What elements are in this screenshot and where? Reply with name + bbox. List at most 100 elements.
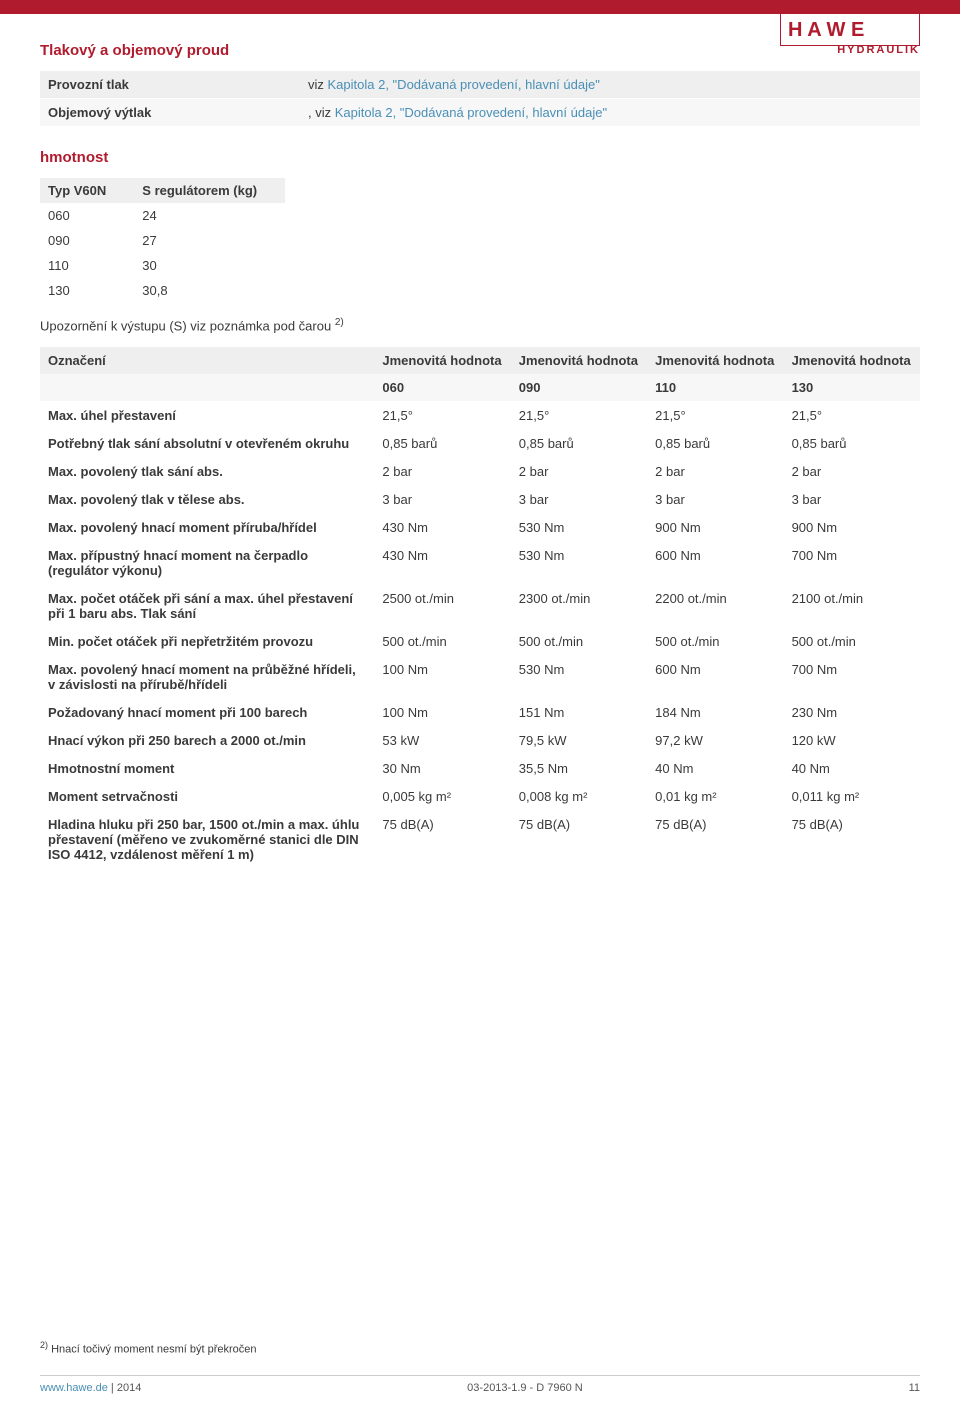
table-row: Max. povolený tlak v tělese abs.3 bar3 b… [40,486,920,514]
dt-h1-1: Jmenovitá hodnota [374,347,510,374]
row-value: 530 Nm [511,542,647,585]
weight-r3c1: 30,8 [134,278,285,303]
row-value: 97,2 kW [647,727,783,755]
footer-center: 03-2013-1.9 - D 7960 N [467,1382,583,1394]
footer-url[interactable]: www.hawe.de [40,1382,108,1394]
row-value: 2 bar [374,458,510,486]
weight-r1c1: 27 [134,228,285,253]
dt-h1-0: Označení [40,347,374,374]
row-label: Potřebný tlak sání absolutní v otevřeném… [40,430,374,458]
row-value: 700 Nm [784,542,920,585]
footer-right: 11 [909,1382,920,1394]
row-value: 40 Nm [647,755,783,783]
table-row: Max. přípustný hnací moment na čerpadlo … [40,542,920,585]
row-value: 75 dB(A) [511,811,647,869]
row-value: 500 ot./min [511,628,647,656]
row-label: Hmotnostní moment [40,755,374,783]
row-value: 3 bar [784,486,920,514]
row-value: 40 Nm [784,755,920,783]
weight-h1: S regulátorem (kg) [134,178,285,203]
row-value: 120 kW [784,727,920,755]
row-value: 30 Nm [374,755,510,783]
row-value: 3 bar [374,486,510,514]
dt-h1-2: Jmenovitá hodnota [511,347,647,374]
row-value: 21,5° [374,402,510,430]
row-value: 2 bar [647,458,783,486]
logo-subtext: HYDRAULIK [837,44,920,56]
row-value: 0,011 kg m² [784,783,920,811]
row-value: 100 Nm [374,656,510,699]
row-value: 151 Nm [511,699,647,727]
row-value: 530 Nm [511,656,647,699]
row-label: Moment setrvačnosti [40,783,374,811]
row-value: 0,008 kg m² [511,783,647,811]
flow-row1-label: Objemový výtlak [40,99,300,127]
weight-h0: Typ V60N [40,178,134,203]
row-value: 2100 ot./min [784,585,920,628]
row-value: 0,005 kg m² [374,783,510,811]
table-row: Min. počet otáček při nepřetržitém provo… [40,628,920,656]
flow-row1-link[interactable]: Kapitola 2, "Dodávaná provedení, hlavní … [335,105,607,120]
weight-r1c0: 090 [40,228,134,253]
weight-r0c1: 24 [134,203,285,228]
dt-h2-2: 090 [511,374,647,402]
row-value: 53 kW [374,727,510,755]
row-value: 21,5° [784,402,920,430]
flow-table: Provozní tlak viz Kapitola 2, "Dodávaná … [40,71,920,127]
footnote: 2) Hnací točivý moment nesmí být překroč… [40,1340,920,1356]
row-value: 500 ot./min [647,628,783,656]
weight-r3c0: 130 [40,278,134,303]
weight-r0c0: 060 [40,203,134,228]
row-label: Max. povolený hnací moment na průběžné h… [40,656,374,699]
row-value: 0,85 barů [784,430,920,458]
row-label: Hladina hluku při 250 bar, 1500 ot./min … [40,811,374,869]
row-value: 3 bar [647,486,783,514]
logo: H A W E HYDRAULIK [780,12,920,56]
flow-row0-prefix: viz [308,77,324,92]
row-value: 900 Nm [647,514,783,542]
row-value: 430 Nm [374,542,510,585]
table-row: Max. povolený hnací moment na průběžné h… [40,656,920,699]
row-label: Max. přípustný hnací moment na čerpadlo … [40,542,374,585]
dt-h2-4: 130 [784,374,920,402]
row-value: 100 Nm [374,699,510,727]
flow-row0-link[interactable]: Kapitola 2, "Dodávaná provedení, hlavní … [328,77,600,92]
row-value: 2 bar [784,458,920,486]
row-value: 500 ot./min [784,628,920,656]
table-row: Potřebný tlak sání absolutní v otevřeném… [40,430,920,458]
row-label: Max. povolený tlak v tělese abs. [40,486,374,514]
table-row: Max. úhel přestavení21,5°21,5°21,5°21,5° [40,402,920,430]
row-value: 79,5 kW [511,727,647,755]
svg-text:H A W E: H A W E [788,19,864,41]
row-label: Max. povolený hnací moment příruba/hříde… [40,514,374,542]
row-value: 530 Nm [511,514,647,542]
row-value: 700 Nm [784,656,920,699]
row-value: 430 Nm [374,514,510,542]
dt-h2-0 [40,374,374,402]
row-value: 0,85 barů [511,430,647,458]
note-text: Upozornění k výstupu (S) viz poznámka po… [40,317,920,333]
row-value: 75 dB(A) [374,811,510,869]
table-row: Hmotnostní moment30 Nm35,5 Nm40 Nm40 Nm [40,755,920,783]
row-value: 2500 ot./min [374,585,510,628]
table-row: Hladina hluku při 250 bar, 1500 ot./min … [40,811,920,869]
footer-left: www.hawe.de | 2014 [40,1382,141,1394]
row-value: 2 bar [511,458,647,486]
table-row: Moment setrvačnosti0,005 kg m²0,008 kg m… [40,783,920,811]
table-row: Požadovaný hnací moment při 100 barech10… [40,699,920,727]
weight-r2c0: 110 [40,253,134,278]
row-value: 0,01 kg m² [647,783,783,811]
row-label: Hnací výkon při 250 barech a 2000 ot./mi… [40,727,374,755]
row-value: 75 dB(A) [784,811,920,869]
flow-row0-label: Provozní tlak [40,71,300,99]
dt-h2-1: 060 [374,374,510,402]
data-table: Označení Jmenovitá hodnota Jmenovitá hod… [40,347,920,868]
row-value: 600 Nm [647,656,783,699]
section-weight-title: hmotnost [40,149,920,166]
row-label: Max. počet otáček při sání a max. úhel p… [40,585,374,628]
flow-row1-prefix: , viz [308,105,331,120]
row-value: 2200 ot./min [647,585,783,628]
weight-table: Typ V60NS regulátorem (kg) 06024 09027 1… [40,178,285,303]
table-row: Hnací výkon při 250 barech a 2000 ot./mi… [40,727,920,755]
dt-h1-3: Jmenovitá hodnota [647,347,783,374]
